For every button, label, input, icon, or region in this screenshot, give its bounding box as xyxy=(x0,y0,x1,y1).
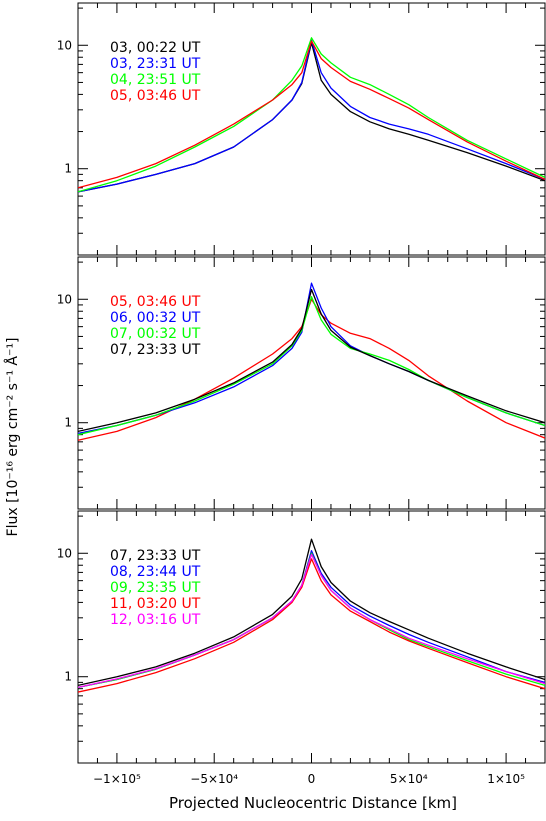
series-group xyxy=(78,37,545,193)
legend-entry: 03, 23:31 UT xyxy=(110,56,201,72)
series-line xyxy=(78,40,545,189)
legend-entry: 04, 23:51 UT xyxy=(110,72,201,88)
legend-entry: 05, 03:46 UT xyxy=(110,88,201,104)
legend-entry: 08, 23:44 UT xyxy=(110,564,201,580)
series-line xyxy=(78,553,545,689)
y-tick-label: 1 xyxy=(64,416,72,430)
x-tick-label: 0 xyxy=(308,772,316,786)
y-tick-label: 1 xyxy=(64,670,72,684)
legend-entry: 05, 03:46 UT xyxy=(110,294,201,310)
legend-entry: 11, 03:20 UT xyxy=(110,596,201,612)
legend-entry: 07, 23:33 UT xyxy=(110,342,201,358)
x-axis-label: Projected Nucleocentric Distance [km] xyxy=(169,794,457,812)
series-line xyxy=(78,37,545,193)
series-line xyxy=(78,538,545,687)
legend-entry: 06, 00:32 UT xyxy=(110,310,201,326)
legend-entry: 12, 03:16 UT xyxy=(110,612,201,628)
series-group xyxy=(78,282,545,441)
x-tick-label: −5×10⁴ xyxy=(190,772,238,786)
legend-entry: 03, 00:22 UT xyxy=(110,40,201,56)
x-tick-label: 1×10⁵ xyxy=(487,772,525,786)
series-line xyxy=(78,39,545,193)
y-tick-label: 10 xyxy=(57,38,72,52)
y-tick-label: 10 xyxy=(57,292,72,306)
series-line xyxy=(78,288,545,433)
y-tick-label: 10 xyxy=(57,546,72,560)
y-tick-label: 1 xyxy=(64,162,72,176)
legend-entry: 07, 00:32 UT xyxy=(110,326,201,342)
x-tick-label: 5×10⁴ xyxy=(390,772,428,786)
x-tick-label: −1×10⁵ xyxy=(93,772,141,786)
series-group xyxy=(78,538,545,693)
y-axis-label: Flux [10⁻¹⁶ erg cm⁻² s⁻¹ Å⁻¹] xyxy=(4,338,21,537)
legend-entry: 07, 23:33 UT xyxy=(110,548,201,564)
series-line xyxy=(78,558,545,693)
panel-3: 1 10 −1×10⁵ −5×10⁴ 0 5×10⁴ 1×10⁵ 07, 23:33 UT08… xyxy=(57,510,546,786)
legend-entry: 09, 23:35 UT xyxy=(110,580,201,596)
